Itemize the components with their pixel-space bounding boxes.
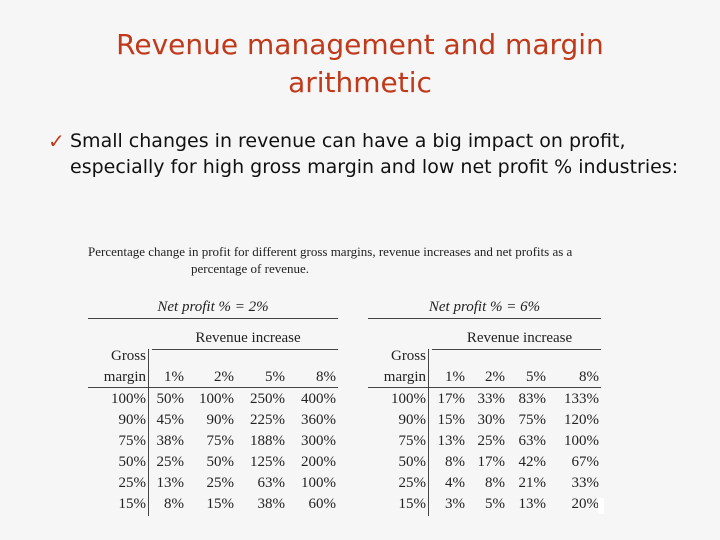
gross-margin-cell: 15%: [118, 496, 147, 512]
profit-change-cell: 125%: [250, 454, 285, 470]
bullet-point: ✓ Small changes in revenue can have a bi…: [48, 128, 688, 180]
profit-change-cell: 33%: [477, 391, 506, 407]
column-header: 1%: [445, 369, 465, 385]
gross-margin-cell: 90%: [398, 412, 427, 428]
bullet-text: Small changes in revenue can have a big …: [70, 130, 679, 178]
profit-change-cell: 100%: [564, 433, 599, 449]
profit-change-cell: 225%: [250, 412, 285, 428]
profit-table-6pct: Net profit % = 6% Revenue increase Gross ma…: [368, 296, 601, 521]
gross-margin-cell: 75%: [398, 433, 427, 449]
profit-change-cell: 38%: [257, 496, 286, 512]
figure-caption-line1: Percentage change in profit for differen…: [88, 244, 573, 259]
row-header-divider: [148, 349, 149, 516]
profit-change-cell: 33%: [571, 475, 600, 491]
profit-change-cell: 5%: [485, 496, 505, 512]
column-header-rule: [368, 387, 601, 388]
row-header-margin: margin: [383, 369, 426, 385]
profit-change-cell: 15%: [437, 412, 466, 428]
profit-change-cell: 300%: [301, 433, 336, 449]
gross-margin-cell: 25%: [398, 475, 427, 491]
profit-change-cell: 13%: [156, 475, 185, 491]
profit-change-cell: 120%: [564, 412, 599, 428]
profit-change-cell: 21%: [518, 475, 547, 491]
profit-change-cell: 15%: [206, 496, 235, 512]
profit-change-cell: 100%: [199, 391, 234, 407]
profit-change-cell: 25%: [477, 433, 506, 449]
profit-change-cell: 188%: [250, 433, 285, 449]
profit-change-cell: 8%: [164, 496, 184, 512]
profit-change-cell: 25%: [206, 475, 235, 491]
column-header: 2%: [214, 369, 234, 385]
profit-change-cell: 250%: [250, 391, 285, 407]
profit-table-2pct: Net profit % = 2% Revenue increase Gross ma…: [88, 296, 338, 521]
profit-change-cell: 63%: [518, 433, 547, 449]
profit-change-cell: 400%: [301, 391, 336, 407]
profit-change-cell: 3%: [445, 496, 465, 512]
row-header-divider: [428, 349, 429, 516]
gross-margin-cell: 50%: [118, 454, 147, 470]
profit-change-cell: 8%: [485, 475, 505, 491]
net-profit-label: Net profit % = 2%: [157, 299, 269, 315]
profit-change-cell: 25%: [156, 454, 185, 470]
gross-margin-cell: 90%: [118, 412, 147, 428]
profit-change-cell: 45%: [156, 412, 185, 428]
profit-change-cell: 67%: [571, 454, 600, 470]
column-header: 1%: [164, 369, 184, 385]
column-header: 8%: [316, 369, 336, 385]
profit-change-cell: 17%: [477, 454, 506, 470]
gross-margin-cell: 100%: [111, 391, 146, 407]
profit-change-cell: 50%: [156, 391, 185, 407]
figure-caption-line2: percentage of revenue.: [191, 261, 310, 276]
column-header: 5%: [526, 369, 546, 385]
table-top-rule: [88, 318, 338, 319]
column-header: 5%: [265, 369, 285, 385]
table-top-rule: [368, 318, 601, 319]
gross-margin-cell: 15%: [398, 496, 427, 512]
figure-caption: Percentage change in profit for differen…: [88, 243, 668, 277]
profit-change-cell: 360%: [301, 412, 336, 428]
profit-change-cell: 50%: [206, 454, 235, 470]
profit-change-cell: 60%: [308, 496, 337, 512]
profit-change-cell: 200%: [301, 454, 336, 470]
gross-margin-cell: 100%: [391, 391, 426, 407]
profit-change-cell: 42%: [518, 454, 547, 470]
gross-margin-cell: 25%: [118, 475, 147, 491]
profit-change-cell: 75%: [518, 412, 547, 428]
profit-change-cell: 100%: [301, 475, 336, 491]
profit-change-cell: 83%: [518, 391, 547, 407]
profit-change-cell: 20%: [571, 496, 600, 512]
row-header-margin: margin: [103, 369, 146, 385]
row-header-gross: Gross: [390, 348, 426, 364]
row-header-gross: Gross: [110, 348, 146, 364]
profit-change-cell: 4%: [445, 475, 465, 491]
slide-title-line1: Revenue management and margin: [116, 28, 604, 61]
profit-change-cell: 63%: [257, 475, 286, 491]
corner-mark: [598, 498, 604, 514]
gross-margin-cell: 50%: [398, 454, 427, 470]
profit-change-cell: 17%: [437, 391, 466, 407]
profit-change-cell: 8%: [445, 454, 465, 470]
profit-change-cell: 133%: [564, 391, 599, 407]
profit-change-cell: 38%: [156, 433, 185, 449]
profit-change-cell: 75%: [206, 433, 235, 449]
slide-title: Revenue management and margin arithmetic: [0, 26, 720, 102]
gross-margin-cell: 75%: [118, 433, 147, 449]
column-header: 2%: [485, 369, 505, 385]
profit-change-cell: 30%: [477, 412, 506, 428]
net-profit-label: Net profit % = 6%: [428, 299, 541, 315]
profit-change-cell: 90%: [206, 412, 235, 428]
column-header-rule: [88, 387, 338, 388]
column-header: 8%: [579, 369, 599, 385]
revenue-increase-label: Revenue increase: [195, 330, 301, 346]
header-rule: [152, 349, 338, 350]
profit-change-cell: 13%: [437, 433, 466, 449]
slide-title-line2: arithmetic: [288, 66, 432, 99]
profit-change-cell: 13%: [518, 496, 547, 512]
checkmark-icon: ✓: [48, 129, 65, 153]
header-rule: [432, 349, 601, 350]
revenue-increase-label: Revenue increase: [466, 330, 573, 346]
